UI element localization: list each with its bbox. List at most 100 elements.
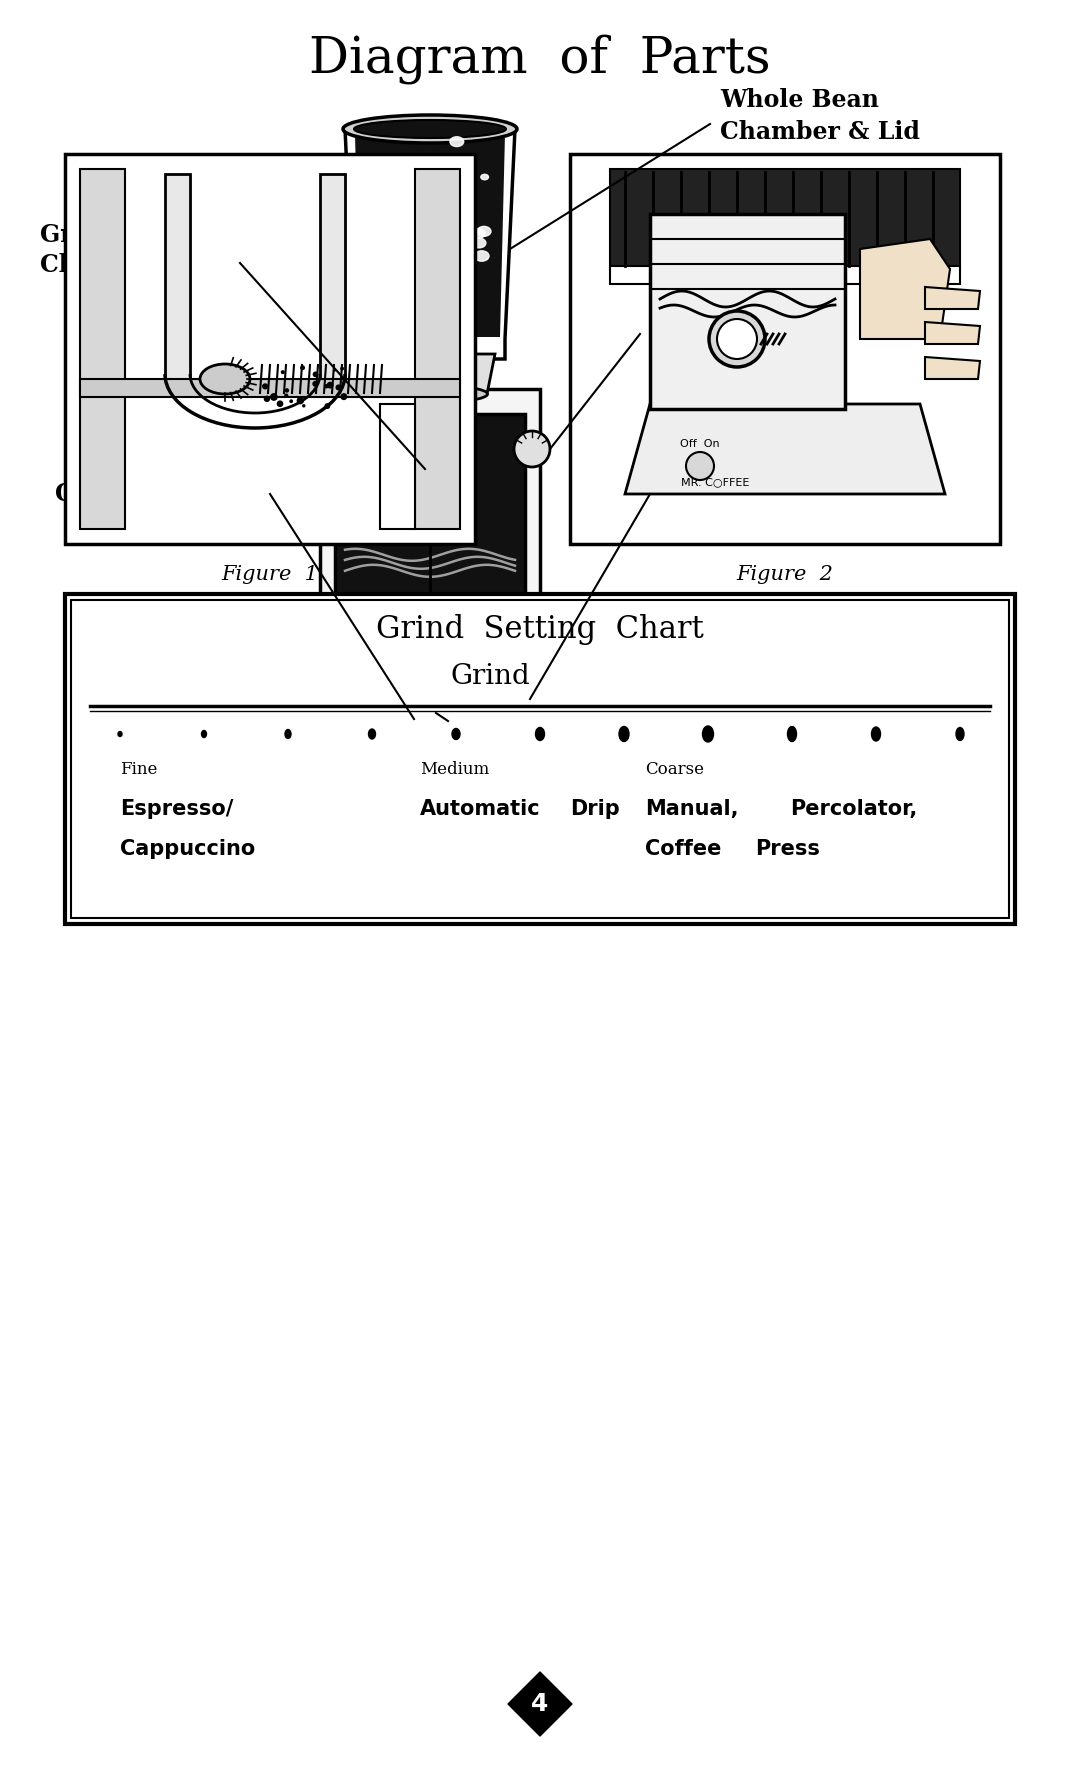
Circle shape [276,400,283,407]
Text: On/Off  Switch: On/Off Switch [55,481,247,506]
Ellipse shape [455,216,470,226]
Circle shape [302,403,306,407]
Text: Figure  2: Figure 2 [737,564,834,584]
Circle shape [708,311,765,366]
Ellipse shape [481,175,488,180]
Bar [610,265,960,285]
Ellipse shape [415,179,428,188]
Bar [380,403,415,529]
Text: Grind  Setting  Chart: Grind Setting Chart [376,614,704,644]
Bar [65,154,475,545]
Bar [320,173,345,384]
Circle shape [281,370,285,375]
Ellipse shape [477,226,491,237]
Circle shape [270,393,278,402]
Circle shape [411,699,468,755]
Ellipse shape [368,729,376,739]
Text: Off  On: Off On [406,686,450,699]
Polygon shape [355,134,505,338]
Ellipse shape [402,184,413,191]
Polygon shape [310,669,550,789]
Ellipse shape [285,729,291,738]
Ellipse shape [424,246,435,255]
Text: Percolator,: Percolator, [789,800,917,819]
Circle shape [333,368,336,371]
Ellipse shape [443,211,456,219]
Ellipse shape [373,386,487,403]
Bar [570,154,1000,545]
Text: 4: 4 [531,1691,549,1716]
Text: Chamber & Lid: Chamber & Lid [720,120,920,143]
Polygon shape [924,322,980,343]
Text: Chamber & Lid: Chamber & Lid [40,253,240,278]
Text: Medium: Medium [420,761,489,778]
Text: Cappuccino: Cappuccino [120,839,255,860]
Circle shape [326,382,334,389]
Polygon shape [365,354,495,394]
Circle shape [420,708,460,747]
Ellipse shape [472,239,486,248]
Text: Whole Bean: Whole Bean [720,88,879,111]
Text: Grind: Grind [450,663,530,690]
Ellipse shape [389,196,401,203]
Ellipse shape [200,364,249,394]
Ellipse shape [474,251,489,262]
Circle shape [300,364,305,370]
Text: Diagram  of  Parts: Diagram of Parts [309,34,771,83]
Polygon shape [625,403,945,494]
Ellipse shape [872,727,880,741]
Text: Fine: Fine [120,761,158,778]
Text: Manual,: Manual, [645,800,739,819]
Circle shape [312,371,319,377]
Circle shape [717,318,757,359]
Ellipse shape [410,248,421,255]
Circle shape [285,387,289,393]
Circle shape [284,393,288,398]
Polygon shape [860,239,950,340]
Circle shape [340,393,348,400]
Circle shape [262,384,268,389]
Polygon shape [320,389,540,669]
Bar [165,173,190,384]
Ellipse shape [386,166,397,175]
Ellipse shape [419,209,436,221]
Polygon shape [345,129,515,359]
Ellipse shape [787,727,797,741]
Text: Figure  1: Figure 1 [221,564,319,584]
Text: Coarse: Coarse [645,761,704,778]
Circle shape [324,384,328,389]
Bar [650,214,845,409]
Ellipse shape [397,200,409,209]
Text: Cord Storage: Cord Storage [660,481,835,506]
Text: Off  On: Off On [680,439,719,449]
Ellipse shape [202,731,206,738]
Bar [80,170,125,529]
Text: Drip: Drip [570,800,620,819]
Ellipse shape [450,136,463,147]
Bar [610,170,960,269]
Text: Automatic: Automatic [420,800,541,819]
Circle shape [340,366,345,370]
Bar [71,600,1009,918]
Ellipse shape [354,120,507,138]
Polygon shape [508,1672,572,1735]
Ellipse shape [619,727,629,741]
Polygon shape [924,287,980,310]
Text: Press: Press [755,839,820,860]
Polygon shape [924,357,980,379]
Circle shape [336,384,341,391]
Ellipse shape [536,727,544,741]
Circle shape [514,432,550,467]
Ellipse shape [453,729,460,739]
Ellipse shape [447,191,463,202]
Ellipse shape [702,725,714,741]
Ellipse shape [447,203,465,216]
Text: Espresso/: Espresso/ [120,800,233,819]
Text: Ground Coffee: Ground Coffee [40,223,232,248]
Bar [415,170,460,529]
Bar [80,379,460,396]
Ellipse shape [118,732,122,736]
Ellipse shape [454,173,467,184]
Bar [65,594,1015,923]
Bar [335,414,525,655]
